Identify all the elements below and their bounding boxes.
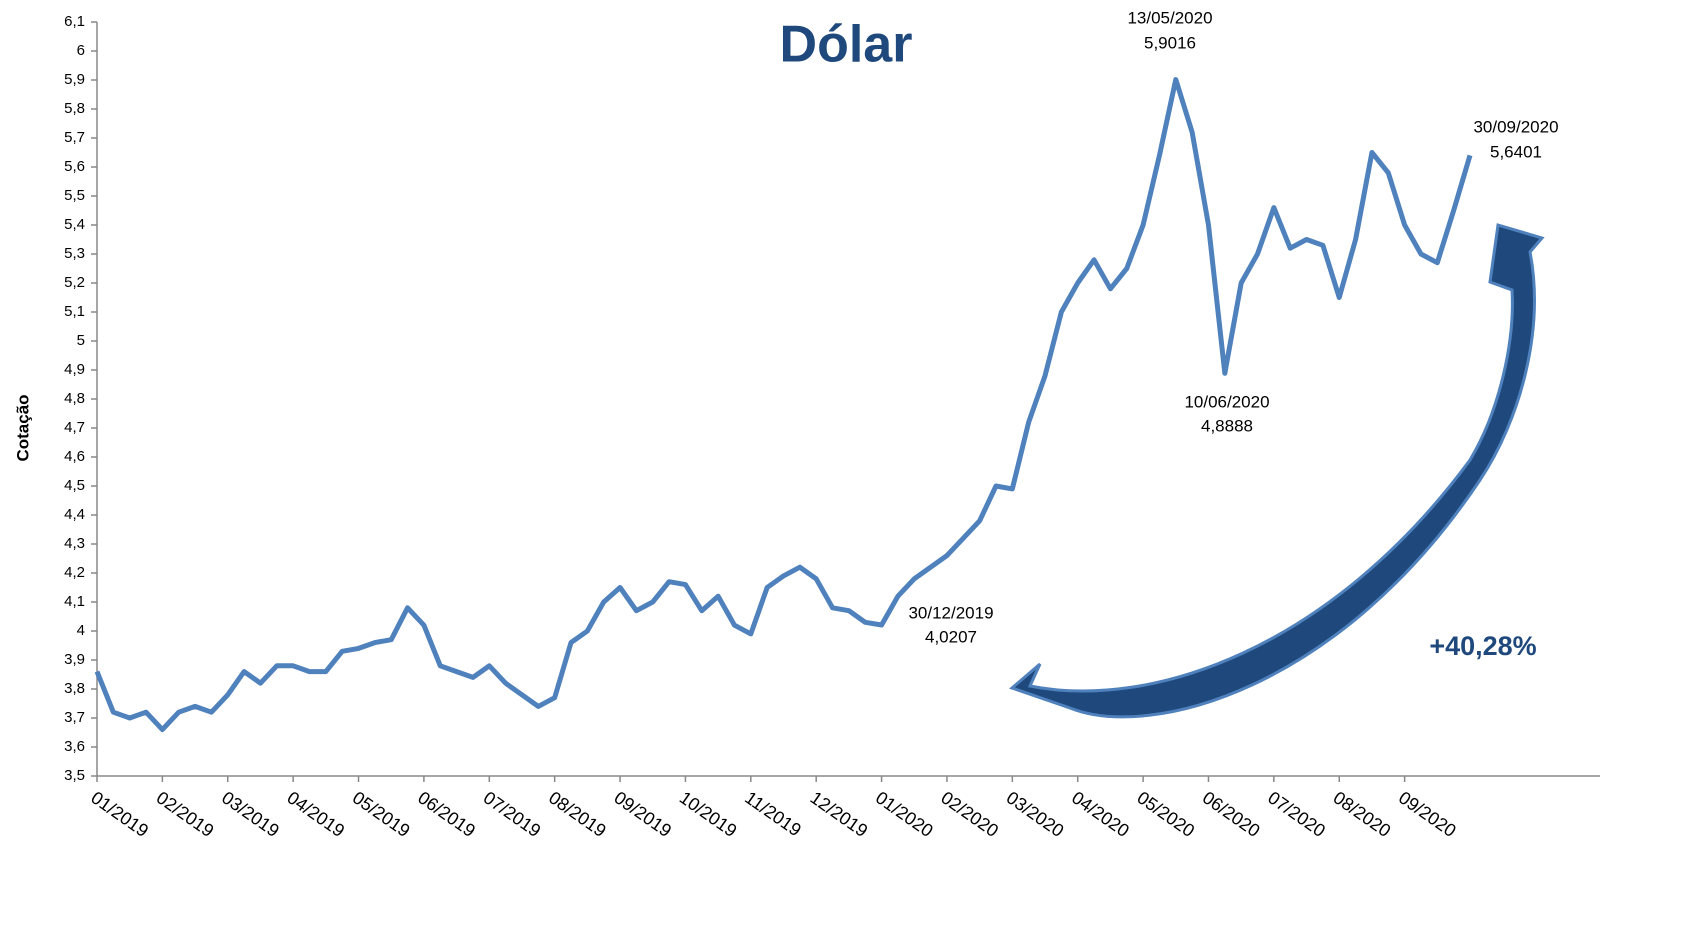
annotation: 30/09/2020 bbox=[1473, 117, 1558, 136]
x-tick-label: 04/2019 bbox=[284, 787, 349, 841]
y-tick-label: 3,5 bbox=[64, 767, 85, 784]
y-tick-label: 5,7 bbox=[64, 129, 85, 146]
value-label: 5,9016 bbox=[1144, 33, 1196, 52]
data-line bbox=[94, 77, 1473, 733]
x-tick-label: 06/2020 bbox=[1199, 787, 1264, 841]
x-tick-label: 02/2019 bbox=[153, 787, 218, 841]
value-label: 4,0207 bbox=[925, 627, 977, 646]
value-label: 4,8888 bbox=[1201, 416, 1253, 435]
x-tick-label: 07/2020 bbox=[1264, 787, 1329, 841]
chart-title: Dólar bbox=[780, 16, 913, 74]
x-tick-label: 01/2020 bbox=[872, 787, 937, 841]
y-tick-label: 5,4 bbox=[64, 216, 85, 233]
growth-arrow bbox=[1009, 223, 1545, 719]
y-tick-label: 6 bbox=[77, 42, 85, 59]
annotation: 30/12/2019 bbox=[908, 603, 993, 622]
y-tick-label: 4,4 bbox=[64, 506, 85, 523]
y-tick-label: 6,1 bbox=[64, 13, 85, 30]
annotation: +40,28% bbox=[1429, 631, 1536, 661]
y-tick-label: 5,8 bbox=[64, 100, 85, 117]
x-tick-label: 08/2019 bbox=[545, 787, 610, 841]
y-tick-label: 4,2 bbox=[64, 564, 85, 581]
value-label: 5,6401 bbox=[1490, 142, 1542, 161]
y-tick-label: 5,1 bbox=[64, 303, 85, 320]
y-tick-label: 3,6 bbox=[64, 738, 85, 755]
x-tick-label: 05/2020 bbox=[1133, 787, 1198, 841]
annotation: 13/05/2020 bbox=[1127, 8, 1212, 27]
x-tick-label: 03/2020 bbox=[1003, 787, 1068, 841]
y-tick-label: 5 bbox=[77, 332, 85, 349]
y-tick-label: 4,6 bbox=[64, 448, 85, 465]
x-tick-label: 02/2020 bbox=[937, 787, 1002, 841]
x-tick-label: 04/2020 bbox=[1068, 787, 1133, 841]
y-axis-label: Cotação bbox=[13, 394, 32, 461]
y-tick-label: 5,9 bbox=[64, 71, 85, 88]
x-tick-label: 06/2019 bbox=[414, 787, 479, 841]
y-tick-label: 3,9 bbox=[64, 651, 85, 668]
y-tick-label: 4 bbox=[77, 622, 85, 639]
x-tick-label: 03/2019 bbox=[218, 787, 283, 841]
x-tick-label: 09/2020 bbox=[1395, 787, 1460, 841]
y-tick-label: 4,9 bbox=[64, 361, 85, 378]
y-tick-label: 5,2 bbox=[64, 274, 85, 291]
x-tick-label: 11/2019 bbox=[741, 787, 805, 840]
x-tick-label: 05/2019 bbox=[349, 787, 414, 841]
y-tick-label: 4,8 bbox=[64, 390, 85, 407]
y-tick-label: 4,5 bbox=[64, 477, 85, 494]
annotation: 10/06/2020 bbox=[1184, 392, 1269, 411]
x-tick-label: 01/2019 bbox=[87, 787, 152, 841]
y-tick-label: 4,7 bbox=[64, 419, 85, 436]
y-tick-label: 5,5 bbox=[64, 187, 85, 204]
y-tick-label: 5,3 bbox=[64, 245, 85, 262]
x-tick-label: 10/2019 bbox=[676, 787, 741, 841]
y-tick-label: 5,6 bbox=[64, 158, 85, 175]
x-tick-label: 08/2020 bbox=[1330, 787, 1395, 841]
x-tick-label: 07/2019 bbox=[480, 787, 545, 841]
y-tick-label: 4,1 bbox=[64, 593, 85, 610]
y-tick-label: 4,3 bbox=[64, 535, 85, 552]
y-tick-label: 3,7 bbox=[64, 709, 85, 726]
x-tick-label: 09/2019 bbox=[610, 787, 675, 841]
x-tick-label: 12/2019 bbox=[807, 787, 872, 841]
y-tick-label: 3,8 bbox=[64, 680, 85, 697]
